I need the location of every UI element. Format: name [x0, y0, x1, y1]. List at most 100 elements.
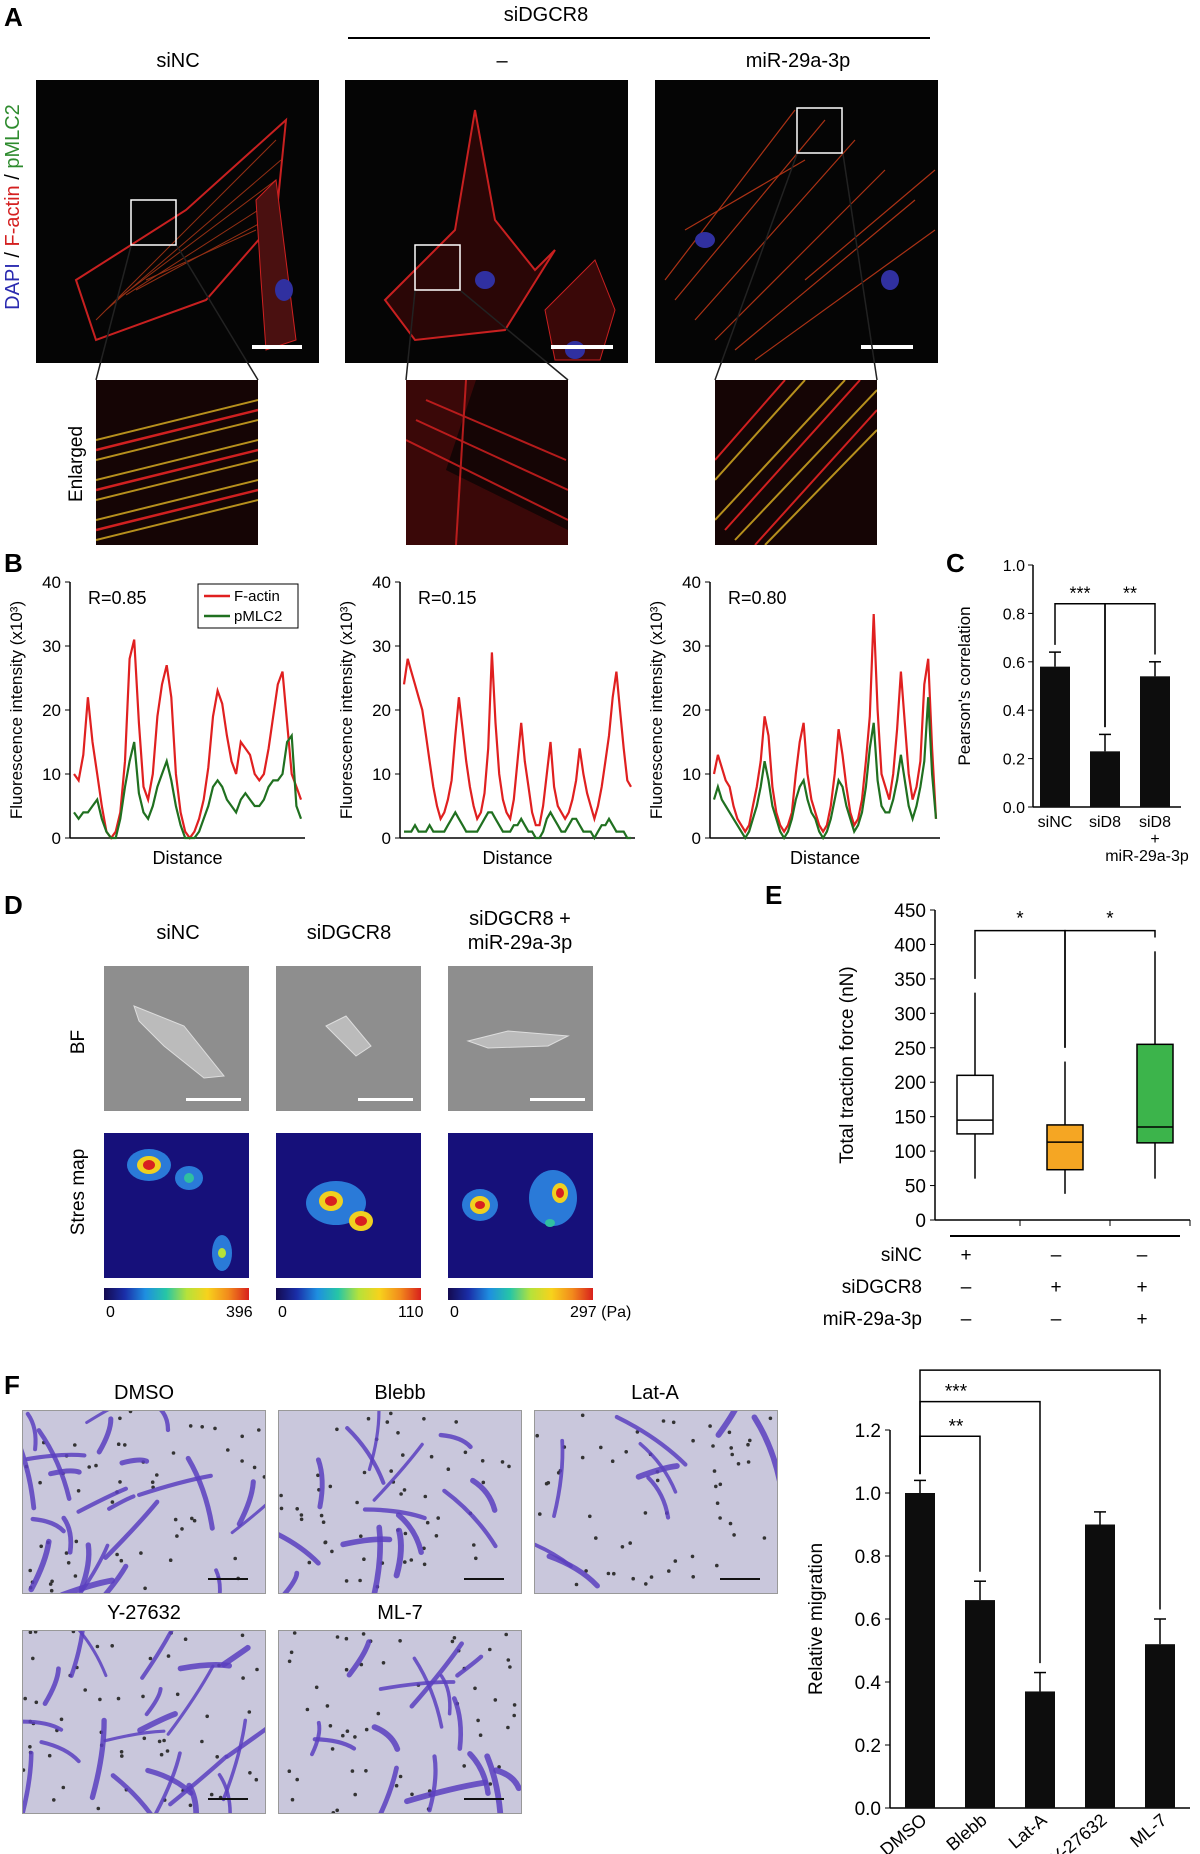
micrograph-sidgcr8-art	[383, 109, 616, 361]
pore-dot	[389, 1469, 393, 1473]
stain-art	[535, 1411, 777, 1589]
pore-dot	[188, 1803, 193, 1808]
pore-dot	[655, 1478, 660, 1483]
stained-cell	[140, 1631, 174, 1680]
pore-dot	[398, 1639, 402, 1643]
pore-dot	[255, 1667, 259, 1672]
stained-cell	[85, 1411, 110, 1425]
pore-dot	[422, 1562, 427, 1567]
pore-dot	[155, 1473, 159, 1477]
stained-cell	[224, 1727, 265, 1759]
stained-cell	[378, 1765, 399, 1813]
pore-dot	[350, 1769, 355, 1773]
pore-dot	[233, 1556, 237, 1561]
stained-cell	[25, 1452, 87, 1462]
pore-dot	[50, 1579, 54, 1584]
stained-cell	[60, 1577, 115, 1593]
stain-art	[279, 1411, 511, 1593]
pore-dot	[353, 1792, 357, 1797]
stained-cell	[362, 1507, 427, 1521]
stained-cell	[635, 1463, 680, 1480]
y-tick-label: 30	[42, 637, 61, 656]
pore-dot	[736, 1462, 741, 1466]
y-tick-label: 0.8	[1003, 606, 1025, 623]
significance-label: **	[1123, 584, 1137, 604]
stained-cell	[455, 1654, 484, 1678]
bf-cell-art	[325, 1015, 372, 1057]
pore-dot	[213, 1426, 217, 1431]
pore-dot	[673, 1559, 678, 1563]
pore-dot	[116, 1696, 121, 1701]
row-label-stress: Stres map	[68, 1148, 89, 1236]
pore-dot	[631, 1576, 635, 1581]
d-col-sidgcr8: siDGCR8	[306, 922, 392, 944]
y-tick-label: 20	[682, 701, 701, 720]
y-tick-label: 10	[682, 765, 701, 784]
pore-dot	[480, 1459, 485, 1463]
pore-dot	[396, 1431, 400, 1435]
stained-cell	[39, 1740, 81, 1764]
stained-cell	[23, 1719, 64, 1732]
bf-cell-art	[133, 1005, 225, 1079]
y-tick-label: 40	[682, 573, 701, 592]
y-tick-label: 30	[682, 637, 701, 656]
y-tick-label: 0.4	[1003, 703, 1025, 720]
box-chart-e: 0 50 100 150 200 250 300 350 400 450 Total tractio…	[837, 901, 1191, 1232]
pore-dot	[493, 1698, 498, 1702]
pore-dot	[454, 1420, 458, 1424]
pore-dot	[94, 1463, 98, 1468]
pore-dot	[31, 1656, 35, 1661]
pore-dot	[715, 1501, 720, 1505]
stained-cell	[159, 1411, 171, 1433]
pore-dot	[535, 1433, 539, 1438]
stain-image-dmso	[22, 1410, 266, 1594]
pore-dot	[175, 1692, 180, 1697]
pore-dot	[584, 1569, 588, 1573]
legend-label: F-actin	[234, 588, 280, 605]
stain-art	[23, 1411, 265, 1593]
pore-dot	[425, 1520, 430, 1525]
pore-dot	[462, 1764, 466, 1768]
pore-dot	[142, 1736, 147, 1741]
pore-dot	[768, 1416, 773, 1421]
pore-dot	[116, 1442, 121, 1446]
x-category-label: +	[1150, 831, 1159, 848]
pore-dot	[118, 1480, 122, 1484]
pore-dot	[504, 1632, 508, 1637]
col-label-sinc: siNC	[156, 50, 200, 72]
significance-label: ***	[945, 1382, 968, 1403]
pore-dot	[110, 1644, 114, 1648]
r-value-annotation: R=0.85	[88, 588, 147, 608]
enlarged-sidgcr8-art	[406, 380, 568, 545]
y-tick-label: 0.8	[855, 1547, 881, 1568]
stained-cell	[25, 1411, 38, 1452]
y-axis-label: Relative migration	[806, 1543, 827, 1695]
pore-dot	[254, 1777, 259, 1782]
pore-dot	[257, 1428, 261, 1432]
stained-cell	[646, 1475, 671, 1520]
stained-cell	[282, 1570, 300, 1593]
x-category-label: Lat-A	[1005, 1810, 1051, 1853]
stain-image-blebb	[278, 1410, 522, 1594]
pore-dot	[727, 1430, 732, 1435]
pore-dot	[74, 1539, 79, 1544]
enlarged-label: Enlarged	[66, 425, 87, 503]
pore-dot	[205, 1714, 209, 1719]
pore-dot	[262, 1475, 265, 1479]
pore-dot	[148, 1656, 153, 1661]
pore-dot	[299, 1517, 304, 1522]
pore-dot	[403, 1531, 408, 1536]
significance-label: **	[949, 1416, 964, 1437]
pore-dot	[691, 1575, 695, 1579]
stained-cell	[78, 1542, 92, 1592]
y-tick-label: 150	[894, 1108, 926, 1129]
pore-dot	[409, 1558, 414, 1562]
pore-dot	[463, 1450, 468, 1455]
pore-dot	[47, 1753, 52, 1758]
pore-dot	[353, 1735, 357, 1739]
pore-dot	[319, 1513, 324, 1518]
significance-bracket	[1104, 602, 1156, 728]
stained-cell	[168, 1754, 229, 1807]
stained-cell	[552, 1438, 565, 1518]
series-line-pmlc2	[404, 810, 631, 841]
